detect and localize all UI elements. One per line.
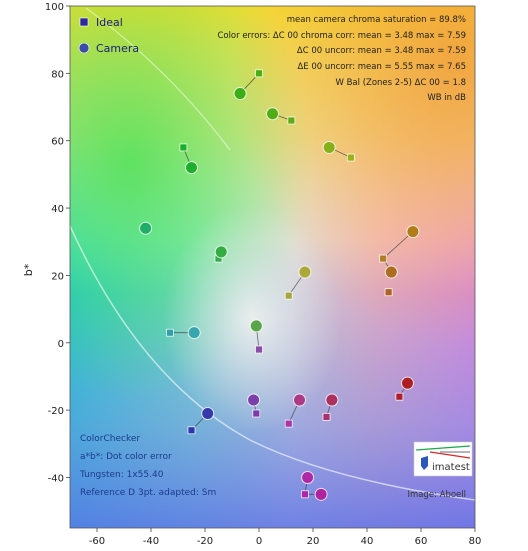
stat-line: ΔC 00 uncorr: mean = 3.48 max = 7.59 — [297, 46, 466, 56]
ideal-point — [166, 328, 174, 337]
camera-point — [325, 393, 339, 407]
legend-camera-marker — [78, 42, 90, 54]
camera-point — [314, 487, 328, 501]
camera-point — [249, 319, 263, 333]
legend-camera-label: Camera — [96, 42, 139, 55]
y-tick-label: 40 — [51, 204, 64, 215]
camera-point — [266, 107, 279, 121]
ideal-point — [322, 413, 331, 421]
axes: -60 -40 -20 0 20 40 60 80 -40 -20 0 20 40 60 80 100 — [45, 2, 481, 547]
stat-line: WB in dB — [427, 93, 466, 103]
y-tick-label: -20 — [48, 406, 64, 417]
footnote-line: Reference D 3pt. adapted: Sm — [80, 488, 216, 498]
camera-point — [214, 245, 228, 259]
y-tick-label: 60 — [51, 137, 64, 148]
ideal-point — [384, 288, 393, 297]
image-credit: Image: Aboell — [407, 490, 466, 500]
ideal-point — [255, 69, 263, 78]
ideal-point — [379, 254, 388, 263]
camera-point — [185, 161, 198, 175]
data-marks — [139, 69, 420, 501]
camera-point — [322, 140, 336, 154]
ideal-point — [284, 419, 293, 428]
shield-icon — [421, 456, 428, 470]
camera-point — [247, 393, 261, 407]
imatest-logo: imatest — [413, 441, 473, 477]
x-tick-label: -60 — [89, 536, 105, 547]
stat-line: mean camera chroma saturation = 89.8% — [287, 15, 466, 25]
legend-ideal-label: Ideal — [96, 16, 123, 29]
camera-point — [201, 406, 215, 420]
y-tick-label: 100 — [45, 2, 64, 13]
ideal-point — [179, 143, 188, 152]
camera-point — [139, 221, 153, 235]
y-tick-label: -40 — [48, 473, 64, 484]
footnote-line: a*b*: Dot color error — [80, 452, 172, 462]
ideal-point — [301, 490, 309, 499]
x-tick-label: -20 — [197, 536, 213, 547]
legend-ideal-marker — [79, 17, 89, 27]
stat-line: ΔE 00 uncorr: mean = 5.55 max = 7.65 — [297, 62, 466, 72]
y-axis-label: b* — [22, 263, 35, 276]
x-tick-label: 0 — [256, 536, 262, 547]
plot-frame — [69, 5, 476, 529]
stats-block: mean camera chroma saturation = 89.8% Co… — [217, 15, 466, 103]
camera-point — [401, 376, 414, 390]
x-tick-label: 20 — [307, 536, 320, 547]
camera-point — [406, 225, 420, 239]
gamut-boundary-curve-upper — [85, 7, 231, 151]
y-tick-label: 80 — [51, 69, 64, 80]
y-tick-label: 0 — [58, 339, 64, 350]
gamut-boundary-curve — [70, 225, 475, 501]
y-tick-label: 20 — [51, 271, 64, 282]
ideal-point — [252, 409, 261, 418]
ideal-point — [287, 116, 296, 125]
camera-point — [293, 393, 306, 407]
x-tick-label: 60 — [415, 536, 428, 547]
stat-line: W Bal (Zones 2-5) ΔC 00 = 1.8 — [335, 78, 466, 88]
footnote-block: ColorChecker a*b*: Dot color error Tungs… — [79, 434, 216, 498]
ideal-point — [346, 153, 355, 162]
ideal-point — [284, 291, 293, 300]
stat-line: Color errors: ΔC 00 chroma corr: mean = … — [217, 31, 466, 41]
ideal-point — [255, 345, 263, 354]
ideal-point — [187, 426, 196, 435]
plot-background — [70, 6, 475, 528]
x-tick-label: 80 — [469, 536, 482, 547]
footnote-line: ColorChecker — [80, 434, 140, 444]
x-tick-label: 40 — [361, 536, 374, 547]
logo-text: imatest — [432, 462, 470, 473]
ideal-point — [395, 392, 404, 401]
camera-point — [298, 265, 312, 279]
camera-point — [187, 326, 201, 340]
error-vector — [382, 231, 414, 259]
footnote-line: Tungsten: 1x55.40 — [79, 470, 164, 480]
camera-point — [301, 470, 315, 484]
x-tick-label: -40 — [143, 536, 159, 547]
camera-point — [384, 265, 398, 279]
camera-point — [233, 87, 247, 101]
legend: Ideal Camera — [78, 16, 139, 55]
